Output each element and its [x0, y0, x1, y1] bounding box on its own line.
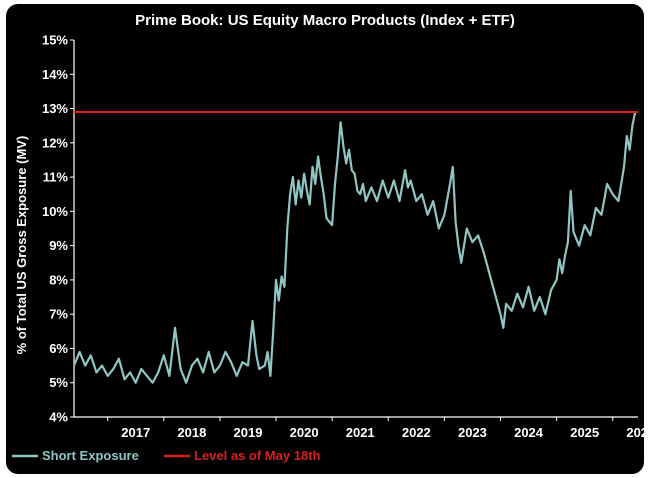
y-tick-label: 11%: [43, 170, 69, 185]
y-axis-label: % of Total US Gross Exposure (MV): [14, 136, 29, 355]
y-tick-label: 13%: [42, 101, 68, 116]
chart-title: Prime Book: US Equity Macro Products (In…: [135, 12, 515, 29]
x-tick-label: 2022: [402, 425, 431, 440]
y-tick-label: 9%: [49, 238, 68, 253]
x-tick-label: 2026: [626, 425, 644, 440]
legend-label-level: Level as of May 18th: [194, 448, 320, 463]
short-exposure-line: [72, 111, 637, 384]
y-tick-label: 10%: [42, 204, 68, 219]
legend: Short Exposure Level as of May 18th: [12, 448, 320, 463]
y-tick-label: 7%: [49, 307, 68, 322]
x-tick-label: 2025: [570, 425, 599, 440]
plot-area: 4% 5% 6% 7% 8% 9% 10% 11% 12% 13% 14% 15% 2017 2018 20…: [42, 33, 644, 441]
x-tick-label: 2018: [177, 425, 206, 440]
x-tick-label: 2021: [346, 425, 375, 440]
y-tick-label: 6%: [49, 341, 68, 356]
y-tick-label: 14%: [42, 67, 68, 82]
y-tick-label: 8%: [49, 272, 68, 287]
chart-panel: Prime Book: US Equity Macro Products (In…: [6, 4, 644, 474]
y-tick-label: 12%: [42, 135, 68, 150]
x-tick-label: 2023: [458, 425, 487, 440]
legend-label-short-exposure: Short Exposure: [42, 448, 139, 463]
chart-svg: Prime Book: US Equity Macro Products (In…: [12, 12, 644, 463]
x-tick-label: 2020: [290, 425, 319, 440]
x-tick-label: 2024: [514, 425, 544, 440]
y-tick-label: 5%: [49, 375, 68, 390]
y-tick-label: 4%: [49, 410, 68, 425]
x-tick-label: 2019: [234, 425, 263, 440]
x-tick-label: 2017: [121, 425, 150, 440]
y-tick-label: 15%: [42, 33, 68, 48]
